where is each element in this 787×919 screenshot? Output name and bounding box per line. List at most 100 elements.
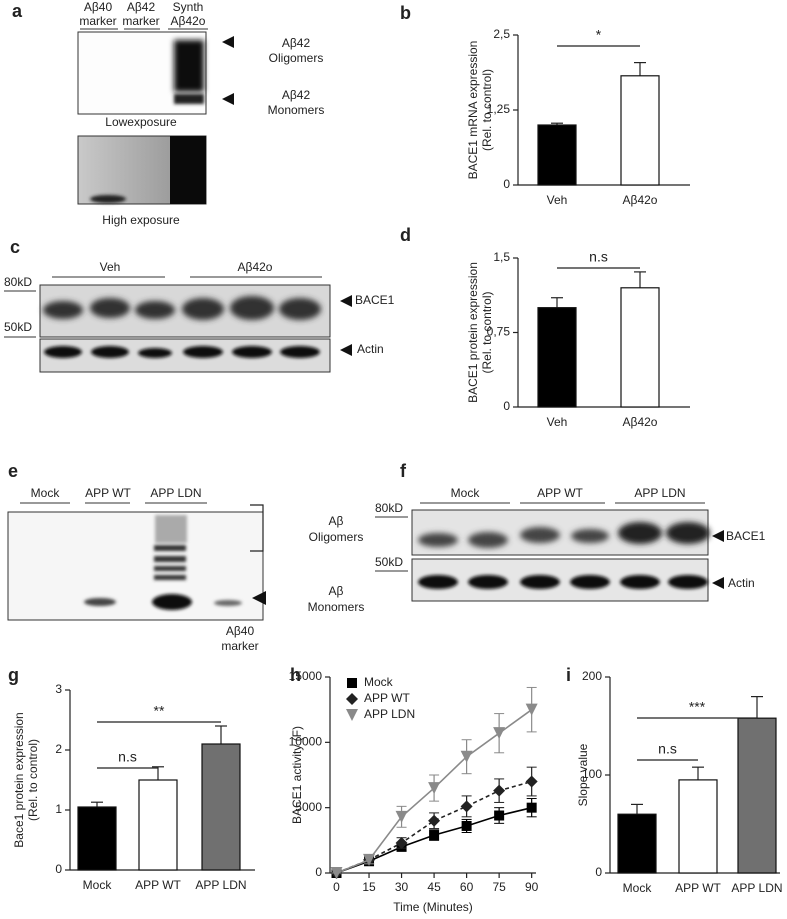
x-tick-label: 45	[427, 880, 441, 894]
bar	[678, 779, 718, 874]
x-tick-label: 60	[460, 880, 474, 894]
bar	[201, 743, 241, 871]
lane-label: Mock	[451, 486, 481, 500]
row-label: BACE1	[726, 529, 766, 543]
band	[174, 40, 204, 92]
mw-label: 50kD	[4, 320, 32, 334]
group-label: Veh	[100, 260, 121, 274]
band-label: Aβ	[329, 514, 344, 528]
y-tick-label: 200	[582, 669, 602, 683]
significance-label: **	[154, 703, 165, 719]
y-axis-label: (Rel. to control)	[480, 291, 494, 373]
marker	[493, 727, 506, 740]
x-tick-label: 0	[333, 880, 340, 894]
bar	[617, 813, 657, 874]
marker	[395, 836, 408, 849]
arrow	[340, 295, 352, 307]
y-tick-label: 15000	[289, 669, 323, 683]
bands	[84, 515, 242, 610]
bar	[537, 307, 577, 408]
blot-actin	[39, 338, 331, 373]
significance-label: *	[596, 27, 602, 43]
y-tick-label: 0	[503, 399, 510, 413]
band-label: Oligomers	[269, 51, 324, 65]
y-tick-label: 1	[55, 802, 62, 816]
marker	[525, 775, 538, 788]
legend-label: APP LDN	[364, 707, 415, 721]
x-tick-label: Mock	[623, 881, 653, 895]
arrow	[340, 344, 352, 356]
lane-label: APP LDN	[634, 486, 685, 500]
lane-label: Aβ42	[127, 0, 156, 14]
bar	[620, 75, 660, 186]
mw-label: 80kD	[4, 275, 32, 289]
caption: High exposure	[102, 213, 180, 227]
lane-label: APP LDN	[150, 486, 201, 500]
y-axis-label: (Rel. to control)	[480, 69, 494, 151]
group-label: Aβ42o	[238, 260, 273, 274]
caption: Lowexposure	[105, 115, 177, 129]
marker	[395, 810, 408, 823]
bands	[43, 296, 321, 320]
blot-panel-c: c Veh Aβ42o 80kD 50kD BACE1 Actin	[4, 237, 395, 373]
x-tick-label: Aβ42o	[623, 415, 658, 429]
panel-letter: d	[400, 225, 411, 245]
bar	[737, 717, 777, 874]
y-axis-label: BACE1 activity (F)	[290, 726, 304, 824]
legend-label: APP WT	[364, 691, 410, 705]
marker	[346, 709, 358, 721]
x-tick-label: Veh	[547, 193, 568, 207]
lane-label: Synth	[173, 0, 204, 14]
y-tick-label: 100	[582, 767, 602, 781]
y-axis-label: BACE1 protein expression	[466, 262, 480, 403]
arrow	[222, 36, 234, 48]
y-tick-label: 2,5	[493, 27, 510, 41]
row-label: Actin	[728, 576, 755, 590]
arrow	[222, 93, 234, 105]
marker	[347, 678, 357, 688]
band-label: Monomers	[308, 600, 365, 614]
marker	[460, 800, 473, 813]
marker	[493, 784, 506, 797]
band-label: Aβ	[329, 584, 344, 598]
blot-panel-e: e Mock APP WT APP LDN Aβ Oligomers Aβ Mo…	[7, 461, 365, 653]
mw-label: 50kD	[375, 555, 403, 569]
y-tick-label: 1,25	[487, 102, 511, 116]
marker	[428, 814, 441, 827]
legend-label: Mock	[364, 675, 394, 689]
y-tick-label: 5000	[295, 800, 322, 814]
blot-panel-a: a Aβ40 marker Aβ42 marker Synth Aβ42o Aβ…	[12, 0, 324, 227]
y-axis-label: (Rel. to control)	[26, 739, 40, 821]
lane-label: marker	[122, 14, 159, 28]
band-label: Aβ42	[282, 36, 311, 50]
marker	[363, 853, 376, 866]
y-tick-label: 1,5	[493, 250, 510, 264]
y-axis-label: Bace1 protein expression	[12, 712, 26, 847]
band	[170, 136, 206, 204]
y-tick-label: 10000	[289, 735, 323, 749]
marker	[346, 693, 358, 705]
bar	[77, 806, 117, 871]
marker	[461, 820, 472, 831]
x-tick-label: 90	[525, 880, 539, 894]
marker	[429, 830, 440, 841]
y-tick-label: 0,75	[487, 325, 511, 339]
significance-label: n.s	[118, 749, 137, 765]
y-tick-label: 0	[315, 865, 322, 879]
arrow	[712, 577, 724, 589]
x-tick-label: Veh	[547, 415, 568, 429]
bar	[138, 779, 178, 871]
y-tick-label: 0	[503, 177, 510, 191]
y-axis-label: Slope value	[576, 743, 590, 806]
arrow	[712, 530, 724, 542]
row-label: BACE1	[355, 293, 395, 307]
bracket	[250, 504, 264, 552]
lane-label: Mock	[31, 486, 61, 500]
marker	[460, 750, 473, 763]
marker-label: marker	[221, 639, 258, 653]
x-tick-label: APP WT	[675, 881, 721, 895]
x-tick-label: APP WT	[135, 878, 181, 892]
x-tick-label: 30	[395, 880, 409, 894]
panel-letter: e	[8, 461, 18, 481]
